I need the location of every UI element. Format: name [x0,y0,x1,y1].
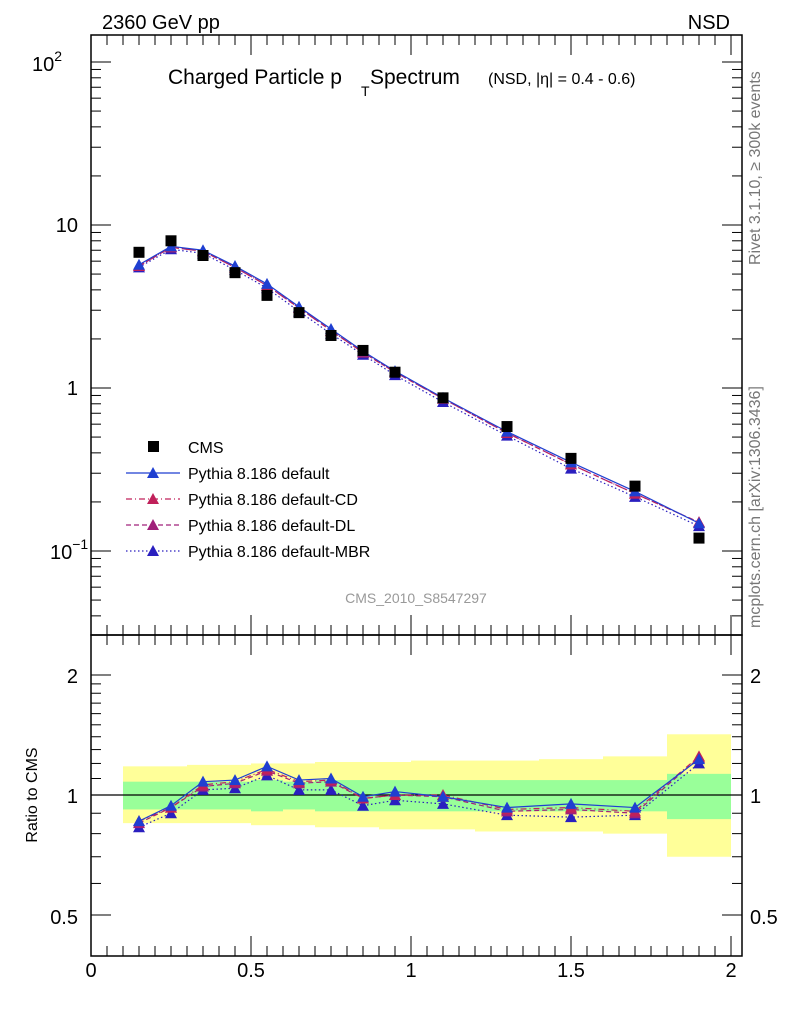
rivet-label: Rivet 3.1.10, ≥ 300k events [747,71,764,265]
cms-data-point [693,532,705,544]
title-main2: Spectrum [370,66,460,89]
cms-data-point [629,480,641,492]
main-point-pythia-8-186-default [261,277,273,289]
cms-data-point [261,289,273,301]
y-tick-1e2: 102 [32,48,62,76]
legend-marker-default [147,467,159,478]
ratio-band-inner [667,773,731,820]
cms-data-point [229,267,241,279]
cms-data-point [293,307,305,319]
cms-data-point [197,249,209,261]
title-subscript: T [361,83,370,99]
ratio-point-pythia-8-186-default [165,799,177,811]
plot-title: Charged Particle p T Spectrum (NSD, |η| … [168,66,635,99]
main-plot-series [133,235,705,544]
legend-label-default: Pythia 8.186 default [188,466,330,483]
main-line-pythia-8-186-default-cd [138,246,700,523]
legend-marker-cms [148,441,159,452]
main-series-pythia-8-186-default [133,240,705,529]
ratio-line-pythia-8-186-default [138,758,700,822]
cms-data-point [325,329,337,341]
legend-label-cms: CMS [188,440,224,457]
ratio-y-tick-labels: 2 1 0.5 2 1 0.5 [50,666,778,929]
ratio-point-pythia-8-186-default [501,801,513,813]
x-tick-0-5: 0.5 [237,960,265,982]
legend-entry-cms: CMS [148,440,224,457]
cms-data-point [133,246,145,258]
ratio-point-pythia-8-186-default [261,760,273,772]
y-tick-10: 10 [56,215,78,237]
ratio-point-pythia-8-186-default-mbr [565,811,577,823]
cms-data-point [565,452,577,464]
legend-marker-default-mbr [147,545,159,556]
ratio-y-tick-05-right: 0.5 [750,907,778,929]
main-axis-ticks [90,35,742,635]
ratio-plot-series [133,750,705,833]
ratio-point-pythia-8-186-default [693,753,705,765]
analysis-id: CMS_2010_S8547297 [345,590,487,606]
x-tick-2: 2 [725,960,736,982]
ratio-y-tick-1: 1 [67,786,78,808]
main-point-pythia-8-186-default [693,517,705,529]
legend-entry-default: Pythia 8.186 default [126,466,330,483]
x-tick-labels: 0 0.5 1 1.5 2 [85,960,736,982]
ratio-point-pythia-8-186-default [133,815,145,827]
main-point-pythia-8-186-default [133,258,145,270]
mcplots-label: mcplots.cern.ch [arXiv:1306.3436] [747,386,764,628]
ratio-y-tick-2-right: 2 [750,666,761,688]
ratio-point-pythia-8-186-default-mbr [293,783,305,795]
ratio-point-pythia-8-186-default [389,785,401,797]
ratio-point-pythia-8-186-default [357,790,369,802]
ratio-y-tick-2: 2 [67,666,78,688]
ratio-point-pythia-8-186-default [565,797,577,809]
legend-entry-default-cd: Pythia 8.186 default-CD [126,492,358,509]
legend-label-default-dl: Pythia 8.186 default-DL [188,518,355,535]
ratio-point-pythia-8-186-default [325,772,337,784]
x-tick-0: 0 [85,960,96,982]
legend-label-default-cd: Pythia 8.186 default-CD [188,492,358,509]
main-series-cms [133,235,705,544]
title-main: Charged Particle p [168,66,342,89]
ratio-point-pythia-8-186-default-mbr [437,797,449,809]
ratio-point-pythia-8-186-default [197,775,209,787]
legend: CMS Pythia 8.186 default Pythia 8.186 de… [126,440,370,561]
ratio-series-pythia-8-186-default [133,753,705,827]
y-tick-1: 1 [67,378,78,400]
cms-data-point [437,392,449,404]
process-label: NSD [688,12,730,34]
ratio-point-pythia-8-186-default [437,790,449,802]
ratio-point-pythia-8-186-default-mbr [357,799,369,811]
ratio-point-pythia-8-186-default [293,774,305,786]
main-line-pythia-8-186-default-mbr [138,248,700,527]
ratio-line-pythia-8-186-default-dl [138,757,700,824]
ratio-point-pythia-8-186-default [229,774,241,786]
cms-data-point [165,235,177,247]
legend-entry-default-mbr: Pythia 8.186 default-MBR [126,544,370,561]
x-tick-1-5: 1.5 [557,960,585,982]
ratio-y-axis-label: Ratio to CMS [24,747,41,842]
ratio-line-pythia-8-186-default-cd [138,755,700,822]
ratio-y-tick-05: 0.5 [50,907,78,929]
x-tick-1: 1 [405,960,416,982]
legend-marker-default-cd [147,493,159,504]
ratio-point-pythia-8-186-default-mbr [165,807,177,819]
legend-entry-default-dl: Pythia 8.186 default-DL [126,518,355,535]
main-y-tick-labels: 102 10 1 10−1 [32,48,88,564]
legend-label-default-mbr: Pythia 8.186 default-MBR [188,544,370,561]
cms-data-point [501,421,513,433]
cms-data-point [389,366,401,378]
ratio-band-inner [251,780,283,812]
energy-label: 2360 GeV pp [102,12,220,34]
main-series-pythia-8-186-default-mbr [133,243,705,532]
title-extra: (NSD, |η| = 0.4 - 0.6) [488,71,635,88]
ratio-y-tick-1-right: 1 [750,786,761,808]
legend-marker-default-dl [147,519,159,530]
ratio-point-pythia-8-186-default [629,801,641,813]
cms-data-point [357,344,369,356]
y-tick-1em1: 10−1 [50,536,88,564]
ratio-point-pythia-8-186-default-mbr [325,783,337,795]
